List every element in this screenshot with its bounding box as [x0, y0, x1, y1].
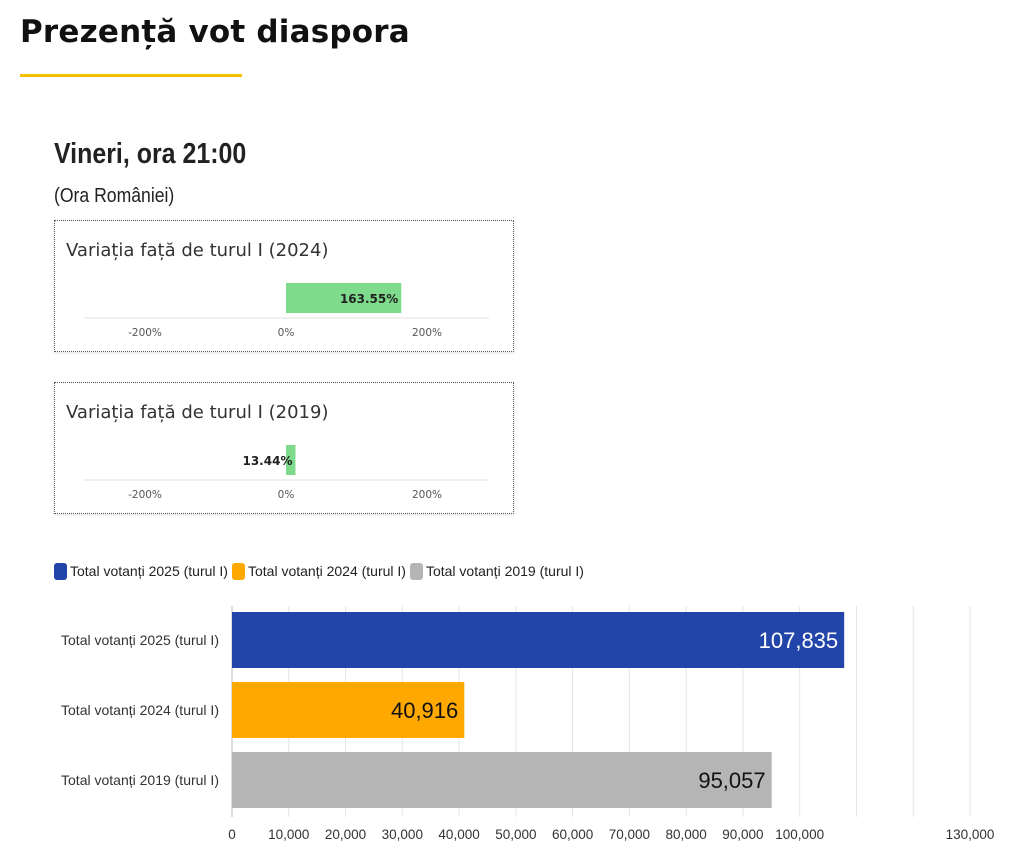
x-tick-label: 40,000: [438, 827, 479, 842]
total-voters-bar-chart: 107,835 Total votanți 2025 (turul I) 40,91…: [61, 606, 995, 842]
variation-chart-2019: 13.44% -200% 0% 200%: [84, 445, 489, 501]
legend-item: Total votanți 2019 (turul I): [409, 562, 584, 580]
bar: [232, 682, 465, 738]
x-tick-label: 0: [228, 827, 236, 842]
variation-card-title: Variația față de turul I (2019): [66, 402, 329, 423]
legend-swatch: [409, 562, 423, 580]
variation-value-label: 13.44%: [242, 454, 292, 468]
x-tick-label: 80,000: [666, 827, 707, 842]
bar-value-label: 40,916: [391, 698, 458, 723]
variation-card-2024: Variația față de turul I (2024) 163.55% -…: [54, 220, 514, 352]
category-label: Total votanți 2025 (turul I): [61, 632, 219, 648]
x-tick-label: 130,000: [946, 827, 995, 842]
legend-item: Total votanți 2025 (turul I): [54, 562, 228, 580]
x-tick-label: 20,000: [325, 827, 366, 842]
variation-value-label: 163.55%: [340, 292, 398, 306]
category-label: Total votanți 2019 (turul I): [61, 772, 219, 788]
x-tick-label: 60,000: [552, 827, 593, 842]
category-label: Total votanți 2024 (turul I): [61, 702, 219, 718]
legend-item: Total votanți 2024 (turul I): [231, 562, 406, 580]
variation-tick-label: 0%: [278, 327, 295, 339]
variation-tick-label: 200%: [412, 327, 442, 339]
variation-card-title: Variația față de turul I (2024): [66, 240, 329, 261]
title-underline: [20, 74, 242, 77]
legend-label: Total votanți 2024 (turul I): [247, 563, 406, 579]
x-tick-label: 50,000: [495, 827, 536, 842]
legend-swatch: [231, 562, 245, 580]
bar: [232, 752, 772, 808]
x-tick-label: 90,000: [722, 827, 763, 842]
legend-label: Total votanți 2025 (turul I): [70, 563, 228, 579]
x-tick-label: 30,000: [382, 827, 423, 842]
variation-tick-label: -200%: [128, 489, 162, 501]
x-tick-label: 70,000: [609, 827, 650, 842]
x-tick-label: 100,000: [775, 827, 824, 842]
variation-bar: [286, 445, 296, 475]
variation-bar: [286, 283, 402, 313]
bar: [232, 612, 845, 668]
bar-value-label: 95,057: [698, 768, 765, 793]
x-tick-label: 10,000: [268, 827, 309, 842]
bar-value-label: 107,835: [759, 628, 839, 653]
snapshot-subtitle: (Ora României): [54, 185, 175, 207]
variation-tick-label: -200%: [128, 327, 162, 339]
chart-legend: Total votanți 2025 (turul I) Total votanț…: [54, 561, 588, 581]
snapshot-title: Vineri, ora 21:00: [54, 138, 247, 170]
variation-tick-label: 0%: [278, 489, 295, 501]
variation-tick-label: 200%: [412, 489, 442, 501]
variation-card-2019: Variația față de turul I (2019) 13.44% -2…: [54, 382, 514, 514]
legend-label: Total votanți 2019 (turul I): [425, 563, 584, 579]
legend-swatch: [54, 562, 67, 580]
page-title: Prezență vot diaspora: [20, 14, 410, 50]
variation-chart-2024: 163.55% -200% 0% 200%: [84, 283, 489, 339]
